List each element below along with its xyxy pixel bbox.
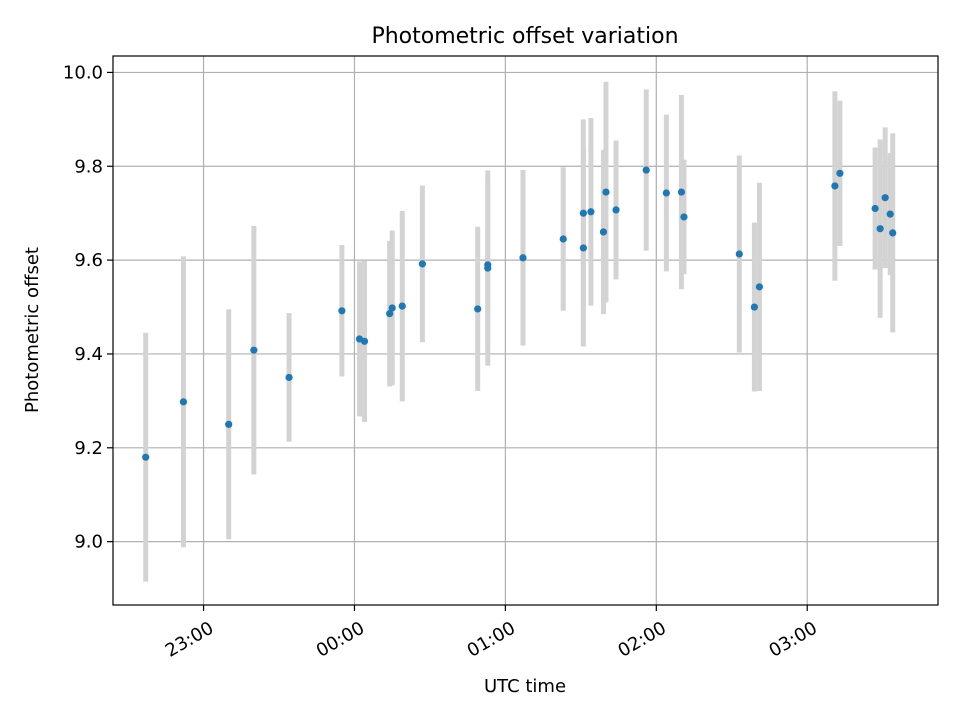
data-point xyxy=(755,283,764,291)
data-point xyxy=(484,264,492,272)
chart-title: Photometric offset variation xyxy=(371,24,678,49)
plot-area-frame xyxy=(112,55,939,606)
data-points xyxy=(142,166,897,461)
data-point xyxy=(662,189,670,197)
data-point xyxy=(559,235,567,243)
data-point xyxy=(602,188,610,196)
data-point xyxy=(881,194,889,202)
data-point xyxy=(179,398,188,406)
data-point xyxy=(886,210,894,218)
y-axis-label: Photometric offset xyxy=(22,247,43,413)
data-point xyxy=(836,169,844,177)
x-axis-label: UTC time xyxy=(484,676,566,697)
data-point xyxy=(876,225,884,233)
data-point xyxy=(388,304,396,312)
data-point xyxy=(579,209,587,217)
data-point xyxy=(250,346,258,354)
data-point xyxy=(142,453,150,461)
data-point xyxy=(889,229,897,237)
data-point xyxy=(612,206,620,214)
data-point xyxy=(519,254,527,262)
y-tick-label: 9.8 xyxy=(74,156,103,177)
y-tick-label: 9.0 xyxy=(74,532,103,553)
y-tick-label: 9.4 xyxy=(74,344,103,365)
y-tick-label: 10.0 xyxy=(63,62,103,83)
data-point xyxy=(338,307,346,315)
data-point xyxy=(677,188,686,196)
y-tick-label: 9.2 xyxy=(74,438,103,459)
y-tick-label: 9.6 xyxy=(74,250,103,271)
data-point xyxy=(735,250,743,258)
data-point xyxy=(398,302,406,310)
data-point xyxy=(642,166,650,174)
grid-lines xyxy=(113,56,938,605)
data-point xyxy=(225,420,233,428)
data-point xyxy=(579,244,587,252)
data-point xyxy=(474,305,482,313)
data-point xyxy=(680,213,688,221)
data-point xyxy=(418,260,426,268)
data-point xyxy=(599,228,608,236)
data-point xyxy=(871,204,879,213)
data-point xyxy=(360,337,369,345)
data-point xyxy=(386,310,394,318)
data-point xyxy=(831,182,839,190)
data-point xyxy=(750,303,758,311)
data-point xyxy=(587,208,595,216)
data-point xyxy=(285,373,293,382)
